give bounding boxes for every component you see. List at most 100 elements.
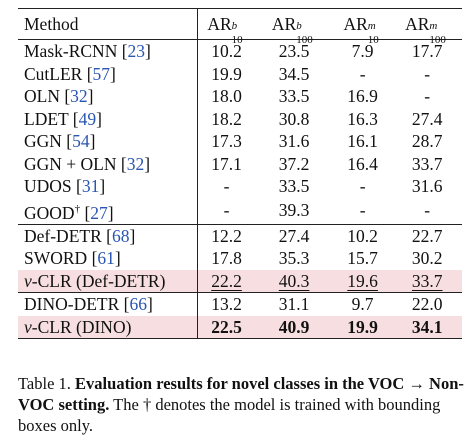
value-cell: 18.2 [197, 108, 255, 131]
value-text: 35.3 [278, 248, 310, 269]
citation-link[interactable]: 31 [81, 176, 100, 196]
method-cell: GGN [54] [18, 130, 198, 153]
header-ar-sup: b [296, 20, 302, 32]
value-text: 30.8 [278, 108, 310, 129]
value-cell: 12.2 [197, 223, 256, 248]
value-cell: 19.6 [332, 269, 393, 293]
value-cell: 16.4 [333, 153, 393, 176]
value-cell: 16.3 [333, 108, 393, 131]
header-ar-sub: 100 [296, 34, 313, 46]
citation-link[interactable]: 66 [129, 294, 147, 315]
value-cell: 28.7 [392, 130, 462, 153]
method-name: CutLER [24, 63, 83, 84]
value-text: 27.4 [278, 225, 310, 246]
value-text: 18.2 [211, 108, 242, 129]
value-text: 34.1 [411, 316, 443, 337]
value-text: 39.3 [278, 200, 310, 221]
value-text: 40.9 [278, 316, 310, 337]
value-cell: 22.2 [197, 269, 256, 293]
value-text: 23.5 [278, 41, 310, 61]
method-name: -CLR (DINO) [31, 316, 132, 337]
value-cell: 37.2 [255, 153, 332, 176]
value-cell: - [392, 63, 462, 86]
value-cell: 17.8 [197, 247, 255, 270]
value-cell: 17.1 [197, 153, 255, 176]
value-text: - [223, 200, 230, 221]
header-ar-sup: b [231, 20, 238, 32]
method-name: GOOD [24, 202, 75, 223]
value-text: - [424, 200, 431, 221]
value-cell: 16.1 [333, 130, 393, 153]
value-text: - [223, 176, 230, 196]
value-text: 16.3 [347, 108, 378, 129]
value-text: 16.4 [347, 153, 378, 174]
header-ar-sup: m [429, 20, 438, 32]
value-text: 33.5 [278, 86, 310, 106]
table-row: GGN + OLN [32] 17.1 37.2 16.4 33.7 [18, 152, 462, 176]
table-row: LDET [49] 18.2 30.8 16.3 27.4 [18, 107, 462, 131]
value-cell: 27.4 [255, 223, 333, 248]
caption-rest: The † denotes the model is trained with … [18, 395, 441, 435]
method-name: Mask-RCNN [24, 41, 118, 61]
method-nu-symbol: ν [24, 316, 32, 337]
value-cell: 22.0 [392, 292, 462, 316]
method-name: -CLR (Def-DETR) [31, 270, 166, 291]
citation-link[interactable]: 57 [92, 63, 111, 84]
value-cell: 33.5 [255, 85, 332, 108]
value-text: 34.5 [278, 63, 310, 84]
value-text: 27.4 [411, 108, 443, 129]
value-cell: 40.3 [255, 269, 333, 293]
table-row: SWORD [61] 17.8 35.3 15.7 30.2 [18, 247, 462, 270]
value-cell: 33.5 [255, 175, 332, 198]
value-text: 7.9 [351, 41, 374, 61]
value-cell: 33.7 [392, 153, 462, 176]
method-name: Def-DETR [24, 225, 102, 246]
value-cell: 23.5 [255, 40, 332, 63]
citation-link[interactable]: 54 [72, 131, 90, 151]
citation-link[interactable]: 49 [78, 108, 97, 129]
citation-link[interactable]: 23 [127, 41, 146, 61]
value-text: 19.6 [347, 270, 378, 291]
value-text: 19.9 [347, 316, 378, 337]
value-text: 31.1 [278, 294, 310, 315]
value-cell: 13.2 [197, 292, 256, 316]
method-cell: CutLER [57] [18, 62, 198, 85]
value-cell: - [392, 85, 462, 108]
value-cell: 17.3 [197, 130, 255, 153]
value-text: 31.6 [411, 176, 443, 196]
citation-link[interactable]: 32 [126, 153, 145, 174]
citation-link[interactable]: 27 [90, 202, 108, 223]
value-text: 31.6 [278, 131, 310, 151]
citation-link[interactable]: 32 [70, 86, 88, 106]
value-text: 30.2 [411, 248, 443, 269]
value-text: - [359, 63, 366, 84]
table-row: DINO-DETR [66] 13.2 31.1 9.7 22.0 [18, 292, 462, 316]
value-cell: 40.9 [255, 315, 333, 340]
header-method: Method [18, 8, 198, 40]
citation-link[interactable]: 68 [111, 225, 130, 246]
table-row: Mask-RCNN [23] 10.2 23.5 7.9 17.7 [18, 39, 462, 63]
table-row: GOOD† [27] - 39.3 - - [18, 197, 462, 225]
value-text: 16.9 [347, 86, 378, 106]
value-text: 16.1 [347, 131, 378, 151]
method-cell: ν-CLR (Def-DETR) [18, 269, 198, 293]
method-cell: ν-CLR (DINO) [18, 315, 198, 340]
value-cell: 39.3 [255, 198, 332, 225]
results-table-container: Method AR b 10 AR b 100 AR m 10 AR m 100 Mask-RC… [18, 8, 462, 340]
method-name: DINO-DETR [24, 294, 120, 315]
dagger-mark: † [74, 202, 81, 215]
table-row: Def-DETR [68] 12.2 27.4 10.2 22.7 [18, 223, 462, 248]
method-name: OLN [24, 86, 60, 106]
header-ar-sub: 10 [367, 34, 379, 46]
results-table: Method AR b 10 AR b 100 AR m 10 AR m 100 Mask-RC… [18, 8, 462, 340]
header-ar-base: AR [207, 14, 232, 34]
method-cell: DINO-DETR [66] [18, 292, 198, 316]
caption-bold-title: Evaluation results for novel classes in … [18, 374, 464, 414]
value-text: 22.2 [211, 270, 242, 291]
caption-label: Table 1. [18, 374, 71, 393]
value-cell: 9.7 [332, 292, 393, 316]
header-ar-m-100: AR m 100 [392, 8, 462, 46]
citation-link[interactable]: 61 [97, 248, 115, 269]
value-cell: 31.6 [255, 130, 332, 153]
value-text: 15.7 [347, 248, 378, 269]
